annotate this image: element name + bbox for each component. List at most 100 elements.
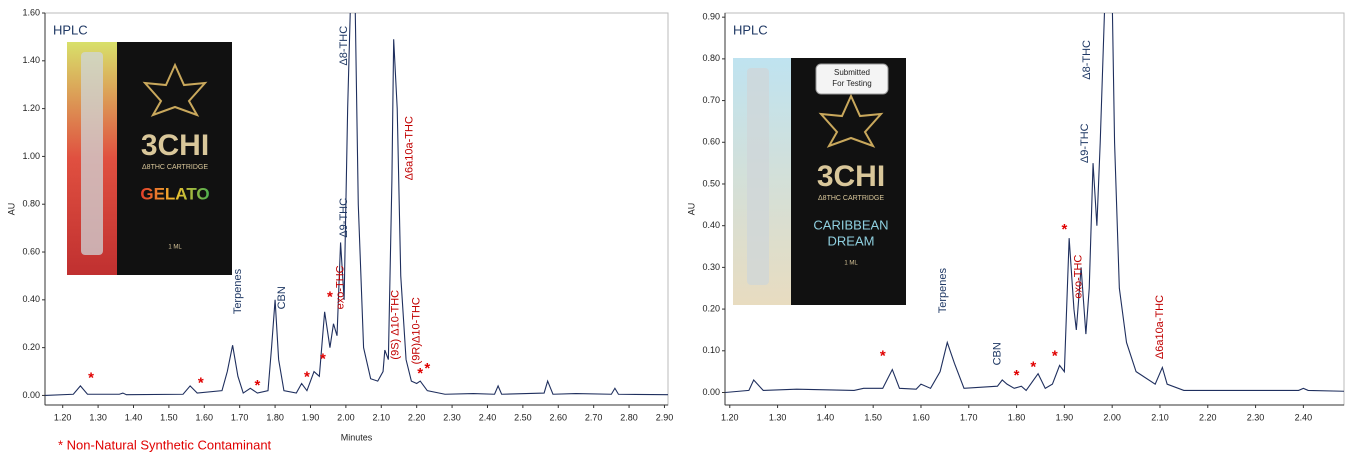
contaminant-marker: * xyxy=(424,360,430,377)
y-tick-label: 1.00 xyxy=(22,151,40,161)
y-tick-label: 0.90 xyxy=(702,12,720,22)
peak-label: Δ6a10a-THC xyxy=(404,116,416,180)
page: {"chart_data": [ {"type": "line", "title… xyxy=(0,0,1346,455)
size: 1 ML xyxy=(844,261,858,267)
x-axis-label: Minutes xyxy=(341,432,373,442)
sticker-text: Submitted xyxy=(834,68,870,77)
flavor: CARIBBEAN xyxy=(813,217,888,232)
peak-label: (9S) Δ10-THC xyxy=(389,290,401,360)
x-tick-label: 2.30 xyxy=(443,412,461,422)
y-tick-label: 0.60 xyxy=(22,246,40,256)
y-tick-label: 0.20 xyxy=(702,303,720,313)
contaminant-marker: * xyxy=(198,374,204,391)
peak-label: CBN xyxy=(991,342,1003,365)
contaminant-marker: * xyxy=(1030,358,1036,375)
contaminant-marker: * xyxy=(1014,367,1020,384)
x-tick-label: 2.70 xyxy=(585,412,603,422)
x-tick-label: 1.20 xyxy=(721,412,739,422)
y-tick-label: 0.40 xyxy=(22,294,40,304)
chart-panel: 0.00 0.20 0.40 0.60 0.80 1.00 1.20 1.40 1.60 1.20… xyxy=(6,0,673,442)
contaminant-marker: * xyxy=(327,288,333,305)
peak-label: (9R)Δ10-THC xyxy=(411,297,423,364)
y-tick-label: 0.00 xyxy=(22,390,40,400)
x-tick-label: 2.40 xyxy=(1295,412,1313,422)
product: Δ8THC CARTRIDGE xyxy=(818,195,884,202)
x-tick-label: 2.20 xyxy=(1199,412,1217,422)
flavor: GELATO xyxy=(140,184,209,203)
peak-label: Δ8-THC xyxy=(1081,40,1093,80)
x-tick-label: 1.90 xyxy=(302,412,320,422)
y-axis-label: AU xyxy=(686,203,696,216)
y-tick-label: 0.10 xyxy=(702,345,720,355)
chart-title: HPLC xyxy=(733,22,768,37)
sticker-text: For Testing xyxy=(832,79,871,88)
brand: 3CHI xyxy=(817,160,885,193)
y-tick-label: 1.20 xyxy=(22,103,40,113)
x-tick-label: 1.40 xyxy=(817,412,835,422)
x-tick-label: 1.40 xyxy=(125,412,143,422)
x-tick-label: 2.80 xyxy=(620,412,638,422)
size: 1 ML xyxy=(168,245,182,251)
x-tick-label: 2.10 xyxy=(1151,412,1169,422)
x-tick-label: 1.80 xyxy=(1008,412,1026,422)
x-tick-label: 1.50 xyxy=(864,412,882,422)
y-tick-label: 0.20 xyxy=(22,342,40,352)
x-tick-label: 1.30 xyxy=(89,412,107,422)
contaminant-marker: * xyxy=(1052,348,1058,365)
x-tick-label: 1.30 xyxy=(769,412,787,422)
x-tick-label: 2.50 xyxy=(514,412,532,422)
x-tick-label: 2.90 xyxy=(656,412,674,422)
peak-label: Δ9-THC xyxy=(1079,123,1091,163)
x-tick-label: 1.80 xyxy=(266,412,284,422)
chart-title: HPLC xyxy=(53,22,88,37)
y-tick-label: 1.40 xyxy=(22,55,40,65)
y-tick-label: 0.30 xyxy=(702,262,720,272)
x-tick-label: 1.60 xyxy=(196,412,214,422)
y-tick-label: 0.60 xyxy=(702,137,720,147)
contaminant-marker: * xyxy=(417,365,423,382)
contaminant-marker: * xyxy=(1061,221,1067,238)
peak-label: Terpenes xyxy=(232,268,244,314)
y-tick-label: 0.70 xyxy=(702,95,720,105)
product: Δ8THC CARTRIDGE xyxy=(142,164,208,171)
x-tick-label: 1.60 xyxy=(912,412,930,422)
x-tick-label: 1.20 xyxy=(54,412,72,422)
peak-label: exo-THC xyxy=(1073,255,1085,299)
peak-label: CBN xyxy=(276,286,288,309)
x-tick-label: 2.00 xyxy=(1103,412,1121,422)
y-tick-label: 0.40 xyxy=(702,220,720,230)
y-tick-label: 0.50 xyxy=(702,178,720,188)
figure: * Non-Natural Synthetic Contaminant 0.00… xyxy=(0,0,1346,455)
peak-label: Δ8-THC xyxy=(338,26,350,66)
y-tick-label: 0.80 xyxy=(702,53,720,63)
x-tick-label: 1.50 xyxy=(160,412,178,422)
contaminant-marker: * xyxy=(254,377,260,394)
brand: 3CHI xyxy=(141,129,209,162)
contaminant-marker: * xyxy=(880,348,886,365)
peak-label: Δ9-THC xyxy=(338,198,350,238)
x-tick-label: 2.20 xyxy=(408,412,426,422)
y-axis-label: AU xyxy=(6,203,16,216)
cartridge xyxy=(747,68,769,285)
chart-panel: 0.00 0.10 0.20 0.30 0.40 0.50 0.60 0.70 0.80 0.90… xyxy=(686,0,1344,422)
x-tick-label: 1.90 xyxy=(1056,412,1074,422)
x-tick-label: 2.00 xyxy=(337,412,355,422)
peak-label: exo-THC xyxy=(334,265,346,309)
footnote: * Non-Natural Synthetic Contaminant xyxy=(58,437,272,452)
x-tick-label: 2.60 xyxy=(550,412,568,422)
x-tick-label: 1.70 xyxy=(231,412,249,422)
contaminant-marker: * xyxy=(320,351,326,368)
y-tick-label: 0.80 xyxy=(22,199,40,209)
x-tick-label: 2.10 xyxy=(373,412,391,422)
cartridge xyxy=(81,52,103,255)
contaminant-marker: * xyxy=(304,368,310,385)
y-tick-label: 1.60 xyxy=(22,7,40,17)
x-tick-label: 2.30 xyxy=(1247,412,1265,422)
peak-label: Δ6a10a-THC xyxy=(1154,295,1166,359)
x-tick-label: 1.70 xyxy=(960,412,978,422)
contaminant-marker: * xyxy=(88,370,94,387)
x-tick-label: 2.40 xyxy=(479,412,497,422)
y-tick-label: 0.00 xyxy=(702,387,720,397)
peak-label: Terpenes xyxy=(937,268,949,314)
flavor: DREAM xyxy=(828,233,875,248)
